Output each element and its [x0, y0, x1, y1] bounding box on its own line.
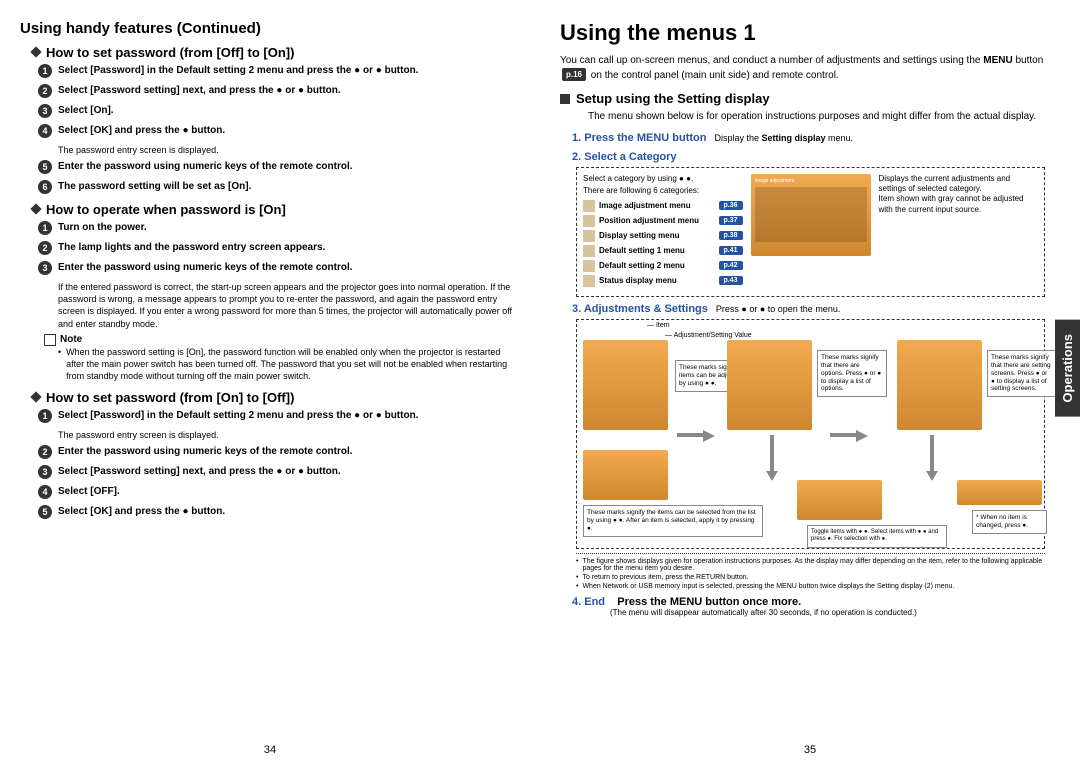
- step1: 1. Press the MENU button Display the Set…: [572, 132, 1045, 145]
- note-header: Note: [44, 334, 520, 346]
- sec2-heading: How to operate when password is [On]: [32, 202, 520, 217]
- sec1-sub4: The password entry screen is displayed.: [58, 144, 520, 156]
- menu-row: Default setting 1 menup.41: [583, 245, 743, 257]
- right-pagenum: 35: [804, 744, 816, 756]
- sec1-step1: Select [Password] in the Default setting…: [58, 64, 520, 78]
- setup-heading: Setup using the Setting display: [560, 91, 1045, 106]
- right-title: Using the menus 1: [560, 20, 1045, 46]
- sec1-step2: Select [Password setting] next, and pres…: [58, 84, 520, 98]
- sec1-step3: Select [On].: [58, 104, 520, 118]
- category-box: Select a category by using ● ●. There ar…: [576, 167, 1045, 297]
- sec2-step2: The lamp lights and the password entry s…: [58, 241, 520, 255]
- sec3-step4: Select [OFF].: [58, 485, 520, 499]
- step4-sub: (The menu will disappear automatically a…: [610, 608, 1045, 617]
- sec1-step5: Enter the password using numeric keys of…: [58, 160, 520, 174]
- step4: 4. End Press the MENU button once more.: [572, 596, 1045, 608]
- sec3-step1: Select [Password] in the Default setting…: [58, 409, 520, 423]
- menu-row: Position adjustment menup.37: [583, 215, 743, 227]
- step2: 2. Select a Category: [572, 151, 1045, 163]
- setup-sub: The menu shown below is for operation in…: [588, 110, 1045, 124]
- adjustments-diagram: — Item — Adjustment/Setting Value These …: [576, 319, 1045, 549]
- right-page: Using the menus 1 You can call up on-scr…: [540, 0, 1080, 766]
- menu-row: Status display menup.43: [583, 275, 743, 287]
- note-bullet: When the password setting is [On], the p…: [58, 346, 520, 382]
- menu-row: Default setting 2 menup.42: [583, 260, 743, 272]
- sec2-explain: If the entered password is correct, the …: [58, 281, 520, 330]
- sec3-step3: Select [Password setting] next, and pres…: [58, 465, 520, 479]
- sec1-step6: The password setting will be set as [On]…: [58, 180, 520, 194]
- left-page: Using handy features (Continued) How to …: [0, 0, 540, 766]
- sec3-step2: Enter the password using numeric keys of…: [58, 445, 520, 459]
- left-pagenum: 34: [264, 744, 276, 756]
- left-title: Using handy features (Continued): [20, 20, 520, 37]
- footnotes: The figure shows displays given for oper…: [576, 553, 1045, 590]
- category-desc: Displays the current adjustments and set…: [879, 174, 1039, 290]
- intro-text: You can call up on-screen menus, and con…: [560, 54, 1045, 83]
- sec3-sub1: The password entry screen is displayed.: [58, 429, 520, 441]
- menu-row: Display setting menup.38: [583, 230, 743, 242]
- step3: 3. Adjustments & Settings Press ● or ● t…: [572, 303, 1045, 316]
- screen-preview: Image adjustment: [751, 174, 871, 256]
- sec2-step1: Turn on the power.: [58, 221, 520, 235]
- sec1-heading: How to set password (from [Off] to [On]): [32, 45, 520, 60]
- sec2-step3: Enter the password using numeric keys of…: [58, 261, 520, 275]
- sec3-step5: Select [OK] and press the ● button.: [58, 505, 520, 519]
- menu-row: Image adjustment menup.36: [583, 200, 743, 212]
- sec1-step4: Select [OK] and press the ● button.: [58, 124, 520, 138]
- operations-tab: Operations: [1055, 320, 1080, 417]
- sec3-heading: How to set password (from [On] to [Off]): [32, 390, 520, 405]
